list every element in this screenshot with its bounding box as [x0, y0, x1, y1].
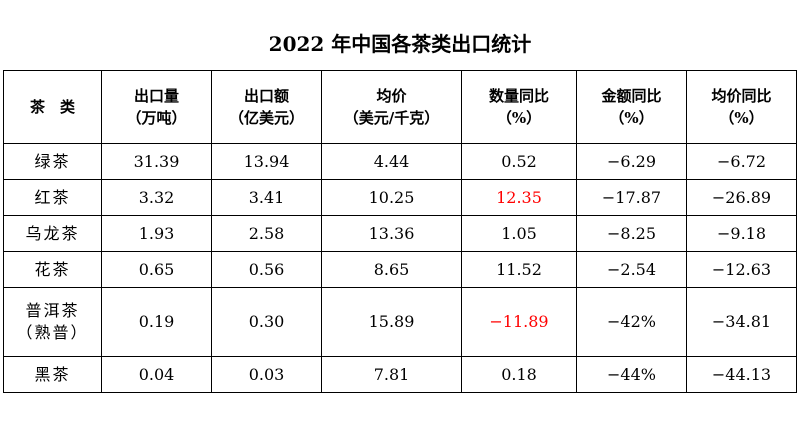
header-volume: 出口量 （万吨）	[101, 70, 212, 144]
cell-value: 0.30	[211, 287, 322, 357]
cell-value: 0.03	[211, 356, 322, 393]
cell-volume-yoy-highlight: −11.89	[461, 287, 577, 357]
header-price-yoy: 均价同比 （%）	[686, 70, 797, 144]
cell-name: 红茶	[3, 179, 102, 216]
header-row: 茶 类 出口量 （万吨） 出口额 （亿美元） 均价 （美元/千克） 数量同比 （%） 金…	[3, 70, 797, 144]
cell-value: 2.58	[211, 215, 322, 252]
cell-volume: 0.04	[101, 356, 212, 393]
cell-value-yoy: −2.54	[576, 251, 687, 288]
cell-price: 8.65	[321, 251, 462, 288]
cell-name: 普洱茶 （熟普）	[3, 287, 102, 357]
cell-name: 花茶	[3, 251, 102, 288]
cell-price-yoy: −34.81	[686, 287, 797, 357]
table-row: 花茶 0.65 0.56 8.65 11.52 −2.54 −12.63	[3, 251, 797, 288]
cell-volume-yoy-highlight: 12.35	[461, 179, 577, 216]
table-row: 红茶 3.32 3.41 10.25 12.35 −17.87 −26.89	[3, 179, 797, 216]
cell-price: 4.44	[321, 143, 462, 180]
cell-price: 7.81	[321, 356, 462, 393]
table-title: 2022 年中国各茶类出口统计	[268, 32, 532, 56]
cell-value-yoy: −8.25	[576, 215, 687, 252]
cell-price-yoy: −9.18	[686, 215, 797, 252]
cell-value: 13.94	[211, 143, 322, 180]
cell-value: 3.41	[211, 179, 322, 216]
cell-volume: 31.39	[101, 143, 212, 180]
cell-name: 黑茶	[3, 356, 102, 393]
cell-price-yoy: −6.72	[686, 143, 797, 180]
table-row: 黑茶 0.04 0.03 7.81 0.18 −44% −44.13	[3, 356, 797, 393]
cell-price: 13.36	[321, 215, 462, 252]
cell-name: 乌龙茶	[3, 215, 102, 252]
cell-volume-yoy: 11.52	[461, 251, 577, 288]
header-volume-yoy: 数量同比 （%）	[461, 70, 577, 144]
cell-price: 15.89	[321, 287, 462, 357]
cell-price-yoy: −44.13	[686, 356, 797, 393]
cell-volume: 3.32	[101, 179, 212, 216]
cell-price: 10.25	[321, 179, 462, 216]
cell-value-yoy: −6.29	[576, 143, 687, 180]
header-value: 出口额 （亿美元）	[211, 70, 322, 144]
cell-name: 绿茶	[3, 143, 102, 180]
cell-value: 0.56	[211, 251, 322, 288]
cell-value-yoy: −44%	[576, 356, 687, 393]
cell-volume: 0.65	[101, 251, 212, 288]
cell-value-yoy: −42%	[576, 287, 687, 357]
cell-volume-yoy: 1.05	[461, 215, 577, 252]
tea-export-table: 茶 类 出口量 （万吨） 出口额 （亿美元） 均价 （美元/千克） 数量同比 （%） 金…	[3, 70, 797, 393]
header-value-yoy: 金额同比 （%）	[576, 70, 687, 144]
table-row: 绿茶 31.39 13.94 4.44 0.52 −6.29 −6.72	[3, 143, 797, 180]
header-price: 均价 （美元/千克）	[321, 70, 462, 144]
header-category: 茶 类	[3, 70, 102, 144]
cell-value-yoy: −17.87	[576, 179, 687, 216]
table-row: 乌龙茶 1.93 2.58 13.36 1.05 −8.25 −9.18	[3, 215, 797, 252]
table-row: 普洱茶 （熟普） 0.19 0.30 15.89 −11.89 −42% −34.…	[3, 287, 797, 357]
cell-volume: 0.19	[101, 287, 212, 357]
cell-volume: 1.93	[101, 215, 212, 252]
cell-volume-yoy: 0.52	[461, 143, 577, 180]
cell-price-yoy: −26.89	[686, 179, 797, 216]
cell-price-yoy: −12.63	[686, 251, 797, 288]
cell-volume-yoy: 0.18	[461, 356, 577, 393]
